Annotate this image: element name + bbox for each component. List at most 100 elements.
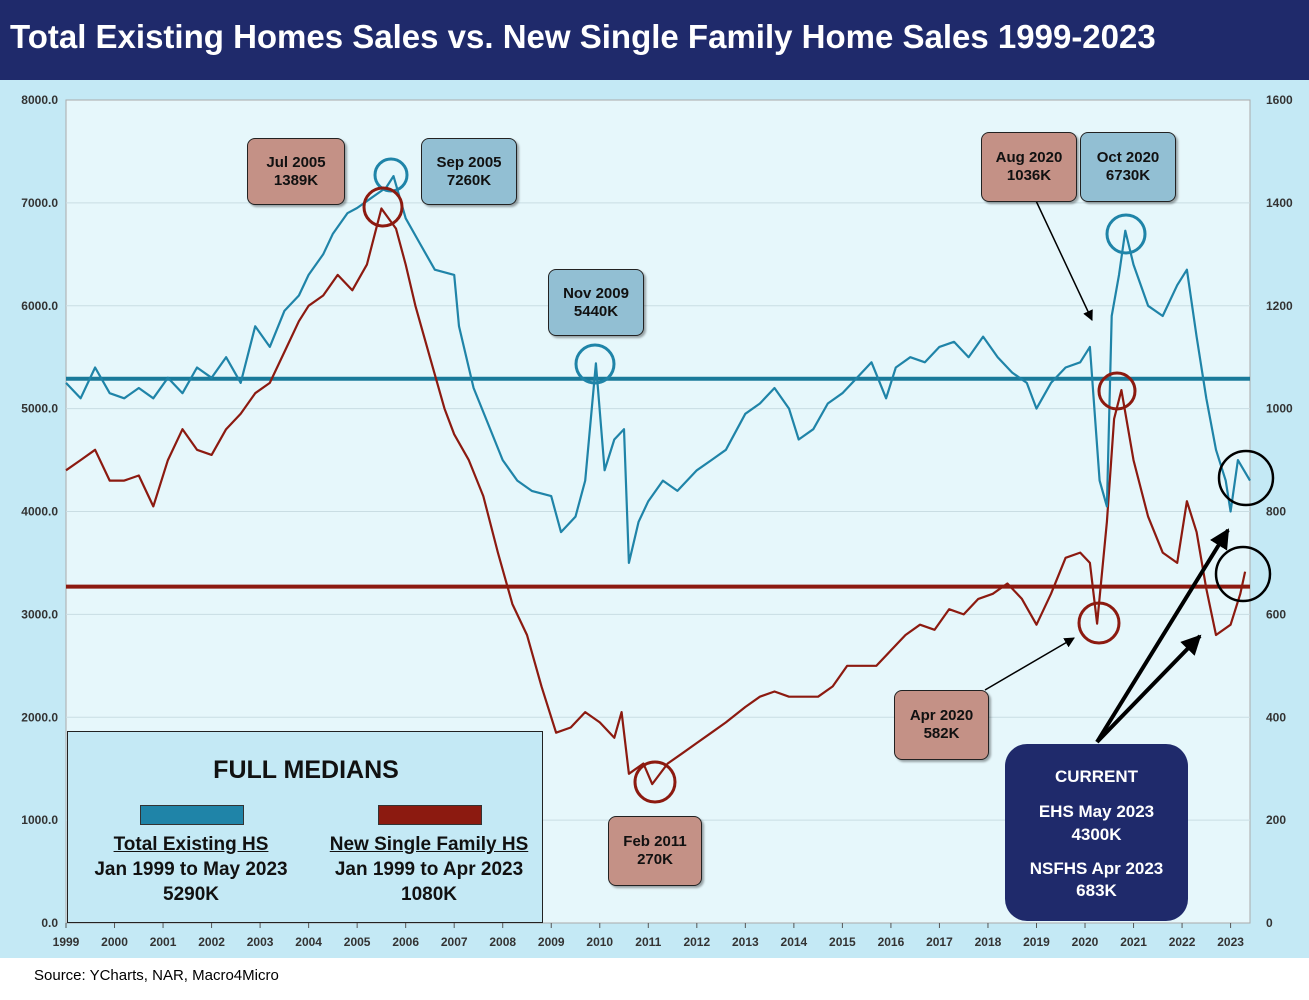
x-tick-label: 2011: [635, 935, 661, 949]
y-right-tick-label: 1200: [1266, 299, 1293, 313]
nov2009-circle: [574, 343, 616, 385]
y-left-tick-label: 0.0: [41, 916, 58, 930]
y-right-tick-label: 1600: [1266, 93, 1293, 107]
annotation-feb2011: Feb 2011 270K: [608, 816, 702, 886]
x-tick-label: 2020: [1072, 935, 1099, 949]
aug2020-arrow: [1029, 187, 1093, 321]
ehs-legend-value: 5290K: [163, 884, 219, 905]
legend-title: FULL MEDIANS: [213, 756, 399, 784]
nsfhs-legend-range: Jan 1999 to Apr 2023: [334, 859, 524, 880]
x-tick-label: 2001: [150, 935, 177, 949]
x-tick-label: 2018: [975, 935, 1002, 949]
y-right-tick-label: 400: [1266, 710, 1286, 724]
y-left-tick-label: 4000.0: [21, 505, 58, 519]
full-medians-legend: FULL MEDIANS Total Existing HS Jan 1999 …: [67, 731, 543, 923]
x-tick-label: 2017: [926, 935, 953, 949]
jul2005-circle: [362, 186, 404, 228]
annotation-sep2005-date: Sep 2005: [436, 153, 502, 171]
nsfhs-legend-value: 1080K: [401, 884, 457, 905]
current-ehs-arrow: [1095, 528, 1230, 744]
annotation-feb2011-date: Feb 2011: [623, 833, 687, 850]
nsfhs-series-line: [65, 207, 1247, 786]
feb2011-circle: [633, 760, 677, 804]
x-tick-label: 2006: [392, 935, 419, 949]
y-left-tick-label: 6000.0: [21, 299, 58, 313]
current-nsfhs-value: 683K: [1076, 881, 1117, 900]
annotation-jul2005-date: Jul 2005: [266, 153, 326, 171]
current-ehs-label: EHS May 2023: [1038, 802, 1155, 821]
annotation-nov2009-value: 5440K: [573, 302, 619, 320]
current-nsfhs-label: NSFHS Apr 2023: [1029, 859, 1164, 878]
y-left-tick-label: 2000.0: [21, 710, 58, 724]
y-right-tick-label: 0: [1266, 916, 1273, 930]
chart-title: Total Existing Homes Sales vs. New Singl…: [10, 18, 1156, 55]
y-left-tick-label: 3000.0: [21, 607, 58, 621]
y-right-tick-label: 1400: [1266, 196, 1293, 210]
annotation-aug2020-value: 1036K: [1006, 167, 1052, 184]
x-tick-label: 2014: [781, 935, 808, 949]
current-nsfhs-circle: [1214, 545, 1272, 603]
nsfhs-legend-text: New Single Family HS Jan 1999 to Apr 202…: [314, 832, 544, 907]
apr2020-arrow: [984, 637, 1075, 691]
current-box: CURRENT EHS May 2023 4300K NSFHS Apr 202…: [1005, 744, 1188, 921]
current-ehs-circle: [1217, 449, 1275, 507]
annotation-aug2020: Aug 2020 1036K: [981, 132, 1077, 202]
current-nsfhs-arrow: [1095, 634, 1202, 744]
ehs-legend-range: Jan 1999 to May 2023: [94, 859, 288, 880]
x-tick-label: 1999: [53, 935, 80, 949]
y-right-tick-label: 200: [1266, 813, 1286, 827]
x-tick-label: 2004: [295, 935, 322, 949]
current-ehs-value: 4300K: [1071, 825, 1122, 844]
right-axis: 0 200 400 600 800 1000 1200 1400 1600: [1266, 93, 1293, 930]
annotation-feb2011-value: 270K: [637, 851, 673, 868]
annotation-nov2009-date: Nov 2009: [563, 284, 629, 302]
source-note: Source: YCharts, NAR, Macro4Micro: [34, 967, 279, 984]
annotation-aug2020-date: Aug 2020: [995, 149, 1063, 166]
x-tick-label: 2003: [247, 935, 274, 949]
annotation-apr2020: Apr 2020 582K: [894, 690, 989, 760]
apr2020-circle: [1077, 601, 1121, 645]
ehs-legend-name: Total Existing HS: [113, 834, 269, 855]
y-right-tick-label: 1000: [1266, 402, 1293, 416]
x-tick-label: 2016: [878, 935, 905, 949]
x-tick-label: 2007: [441, 935, 468, 949]
current-title: CURRENT: [1054, 767, 1139, 786]
x-tick-label: 2013: [732, 935, 759, 949]
x-tick-label: 2019: [1023, 935, 1050, 949]
y-left-tick-label: 7000.0: [21, 196, 58, 210]
left-axis: 0.0 1000.0 2000.0 3000.0 4000.0 5000.0 6000.0 7…: [21, 93, 58, 930]
ehs-legend-text: Total Existing HS Jan 1999 to May 2023 5…: [76, 832, 306, 907]
annotation-sep2005: Sep 2005 7260K: [421, 138, 517, 205]
x-tick-label: 2010: [586, 935, 613, 949]
annotation-oct2020-date: Oct 2020: [1096, 149, 1160, 166]
oct2020-circle: [1105, 213, 1147, 255]
aug2020-circle: [1097, 371, 1137, 411]
annotation-oct2020-value: 6730K: [1105, 167, 1151, 184]
nsfhs-legend-swatch: [378, 805, 482, 825]
annotation-nov2009: Nov 2009 5440K: [548, 269, 644, 336]
x-tick-label: 2008: [489, 935, 516, 949]
ehs-legend-swatch: [140, 805, 244, 825]
y-left-tick-label: 8000.0: [21, 93, 58, 107]
x-axis: 1999 2000 2001 2002 2003 2004 2005 2006 2007 2008…: [53, 923, 1244, 949]
annotation-jul2005-value: 1389K: [273, 171, 319, 189]
annotation-oct2020: Oct 2020 6730K: [1080, 132, 1176, 202]
y-right-tick-label: 600: [1266, 607, 1286, 621]
y-left-tick-label: 5000.0: [21, 402, 58, 416]
x-tick-label: 2005: [344, 935, 371, 949]
ehs-series-line: [65, 175, 1251, 564]
x-tick-label: 2021: [1120, 935, 1147, 949]
x-tick-label: 2015: [829, 935, 856, 949]
y-right-tick-label: 800: [1266, 505, 1286, 519]
annotation-jul2005: Jul 2005 1389K: [247, 138, 345, 205]
x-tick-label: 2022: [1169, 935, 1196, 949]
x-tick-label: 2000: [101, 935, 128, 949]
y-left-tick-label: 1000.0: [21, 813, 58, 827]
nsfhs-legend-name: New Single Family HS: [329, 834, 529, 855]
x-tick-label: 2023: [1217, 935, 1244, 949]
x-tick-label: 2002: [198, 935, 225, 949]
x-tick-label: 2012: [683, 935, 710, 949]
title-bar: Total Existing Homes Sales vs. New Singl…: [0, 0, 1309, 80]
annotation-sep2005-value: 7260K: [446, 171, 492, 189]
x-tick-label: 2009: [538, 935, 565, 949]
